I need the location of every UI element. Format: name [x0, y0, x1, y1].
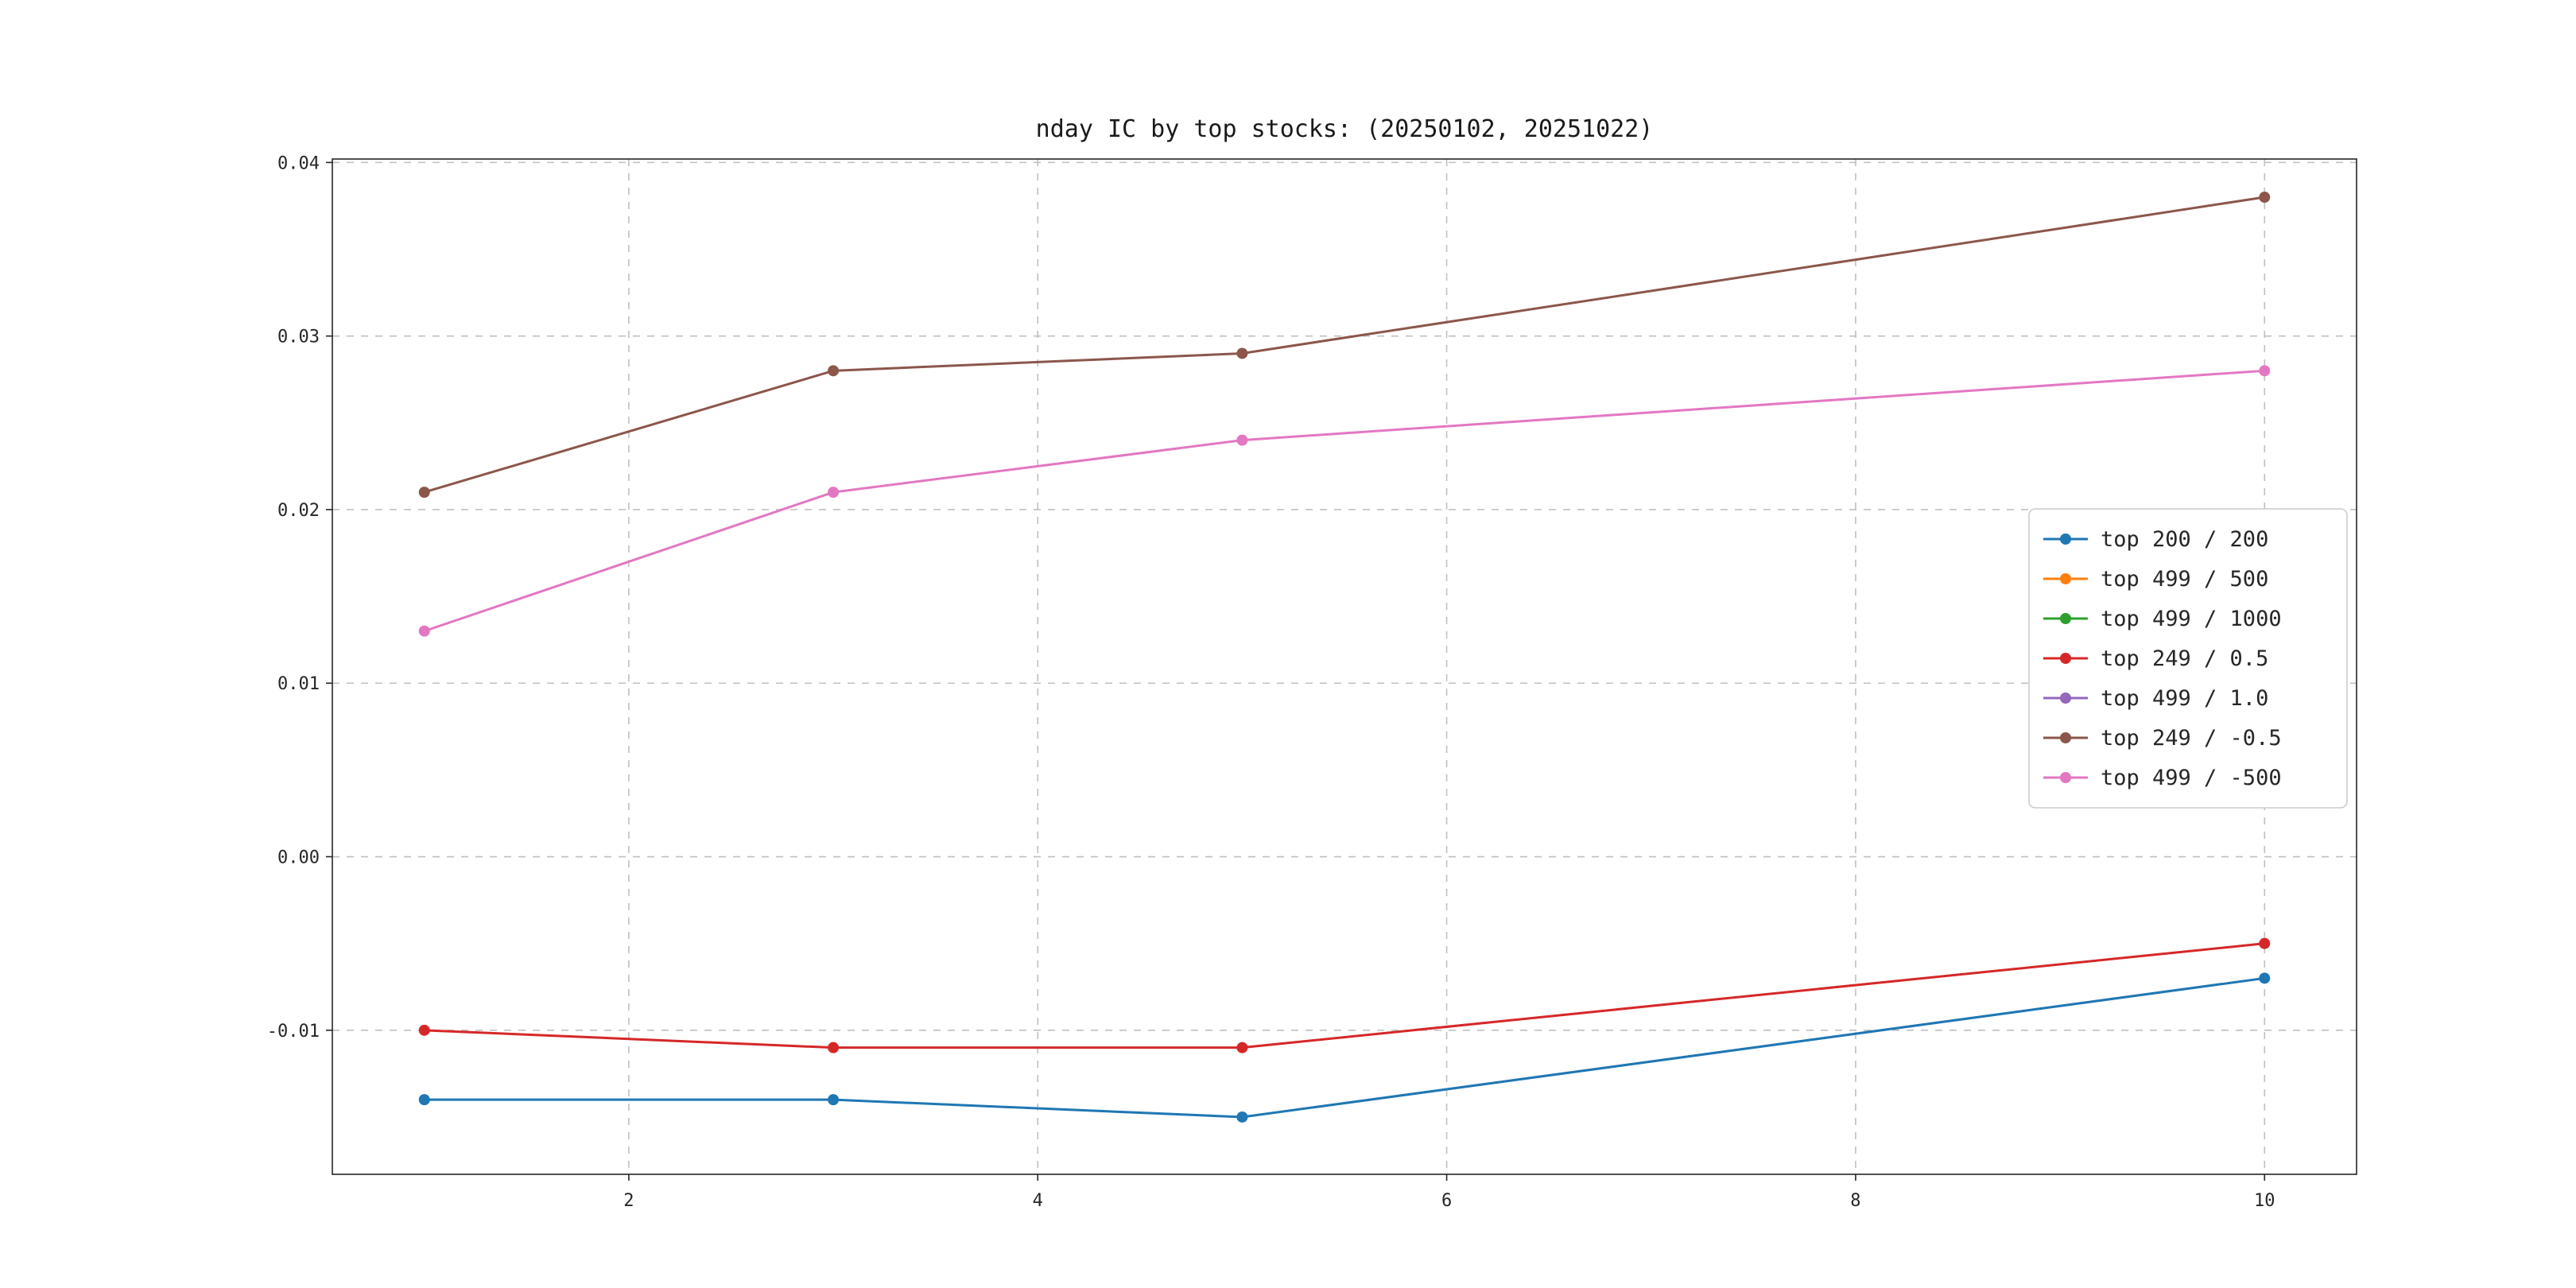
data-point-marker — [2259, 937, 2271, 949]
series-line — [424, 369, 2265, 633]
legend-marker — [2060, 732, 2071, 743]
data-point-marker — [418, 1094, 430, 1106]
y-tick-label: 0.02 — [277, 501, 320, 521]
y-tick-label: 0.04 — [277, 153, 320, 173]
x-tick-label: 2 — [623, 1191, 634, 1211]
legend-label: top 249 / 0.5 — [2101, 646, 2268, 671]
x-tick-label: 10 — [2254, 1191, 2275, 1211]
y-tick-label: 0.00 — [277, 848, 320, 868]
data-point-marker — [1236, 1042, 1248, 1053]
x-tick-label: 4 — [1033, 1191, 1043, 1211]
data-point-marker — [418, 1024, 430, 1036]
legend-marker — [2060, 573, 2071, 584]
legend-marker — [2060, 692, 2071, 704]
legend-marker — [2060, 533, 2071, 545]
data-point-marker — [828, 1042, 840, 1053]
data-point-marker — [828, 365, 840, 377]
data-point-marker — [2259, 972, 2271, 984]
data-point-marker — [828, 487, 840, 499]
legend-label: top 499 / -500 — [2101, 766, 2282, 790]
y-tick-label: 0.01 — [277, 674, 320, 694]
legend-label: top 200 / 200 — [2101, 527, 2268, 552]
legend-label: top 499 / 1.0 — [2101, 686, 2268, 711]
legend-marker — [2060, 613, 2071, 624]
data-point-marker — [1236, 1111, 1248, 1123]
y-tick-label: 0.03 — [277, 328, 320, 347]
data-point-marker — [2259, 192, 2271, 204]
legend-label: top 499 / 1000 — [2101, 607, 2282, 631]
data-point-marker — [2259, 365, 2271, 377]
series-line — [424, 976, 2265, 1119]
plot-border — [332, 158, 2357, 1175]
data-point-marker — [418, 625, 430, 637]
legend-label: top 249 / -0.5 — [2101, 726, 2282, 751]
legend-label: top 499 / 500 — [2101, 567, 2268, 592]
data-point-marker — [1236, 434, 1248, 446]
series-line — [424, 942, 2265, 1049]
chart-title: nday IC by top stocks: (20250102, 202510… — [1036, 115, 1654, 143]
x-tick-label: 6 — [1441, 1191, 1452, 1211]
legend-marker — [2060, 772, 2071, 783]
y-tick-label: -0.01 — [267, 1022, 320, 1042]
series-line — [424, 196, 2265, 494]
data-point-marker — [1236, 347, 1248, 359]
legend-box — [2028, 508, 2348, 809]
data-point-marker — [828, 1094, 840, 1106]
axis-ticks: 2 4 6 8 10 -0.01 0.00 0.01 0.02 0.03 0.04 — [267, 153, 2275, 1211]
data-series — [418, 192, 2271, 1123]
data-point-marker — [418, 487, 430, 499]
legend: top 200 / 200 top 499 / 500 top 499 / 1000… — [2028, 508, 2348, 809]
x-tick-label: 8 — [1850, 1191, 1860, 1211]
grid-lines — [332, 159, 2357, 1174]
legend-marker — [2060, 653, 2071, 664]
